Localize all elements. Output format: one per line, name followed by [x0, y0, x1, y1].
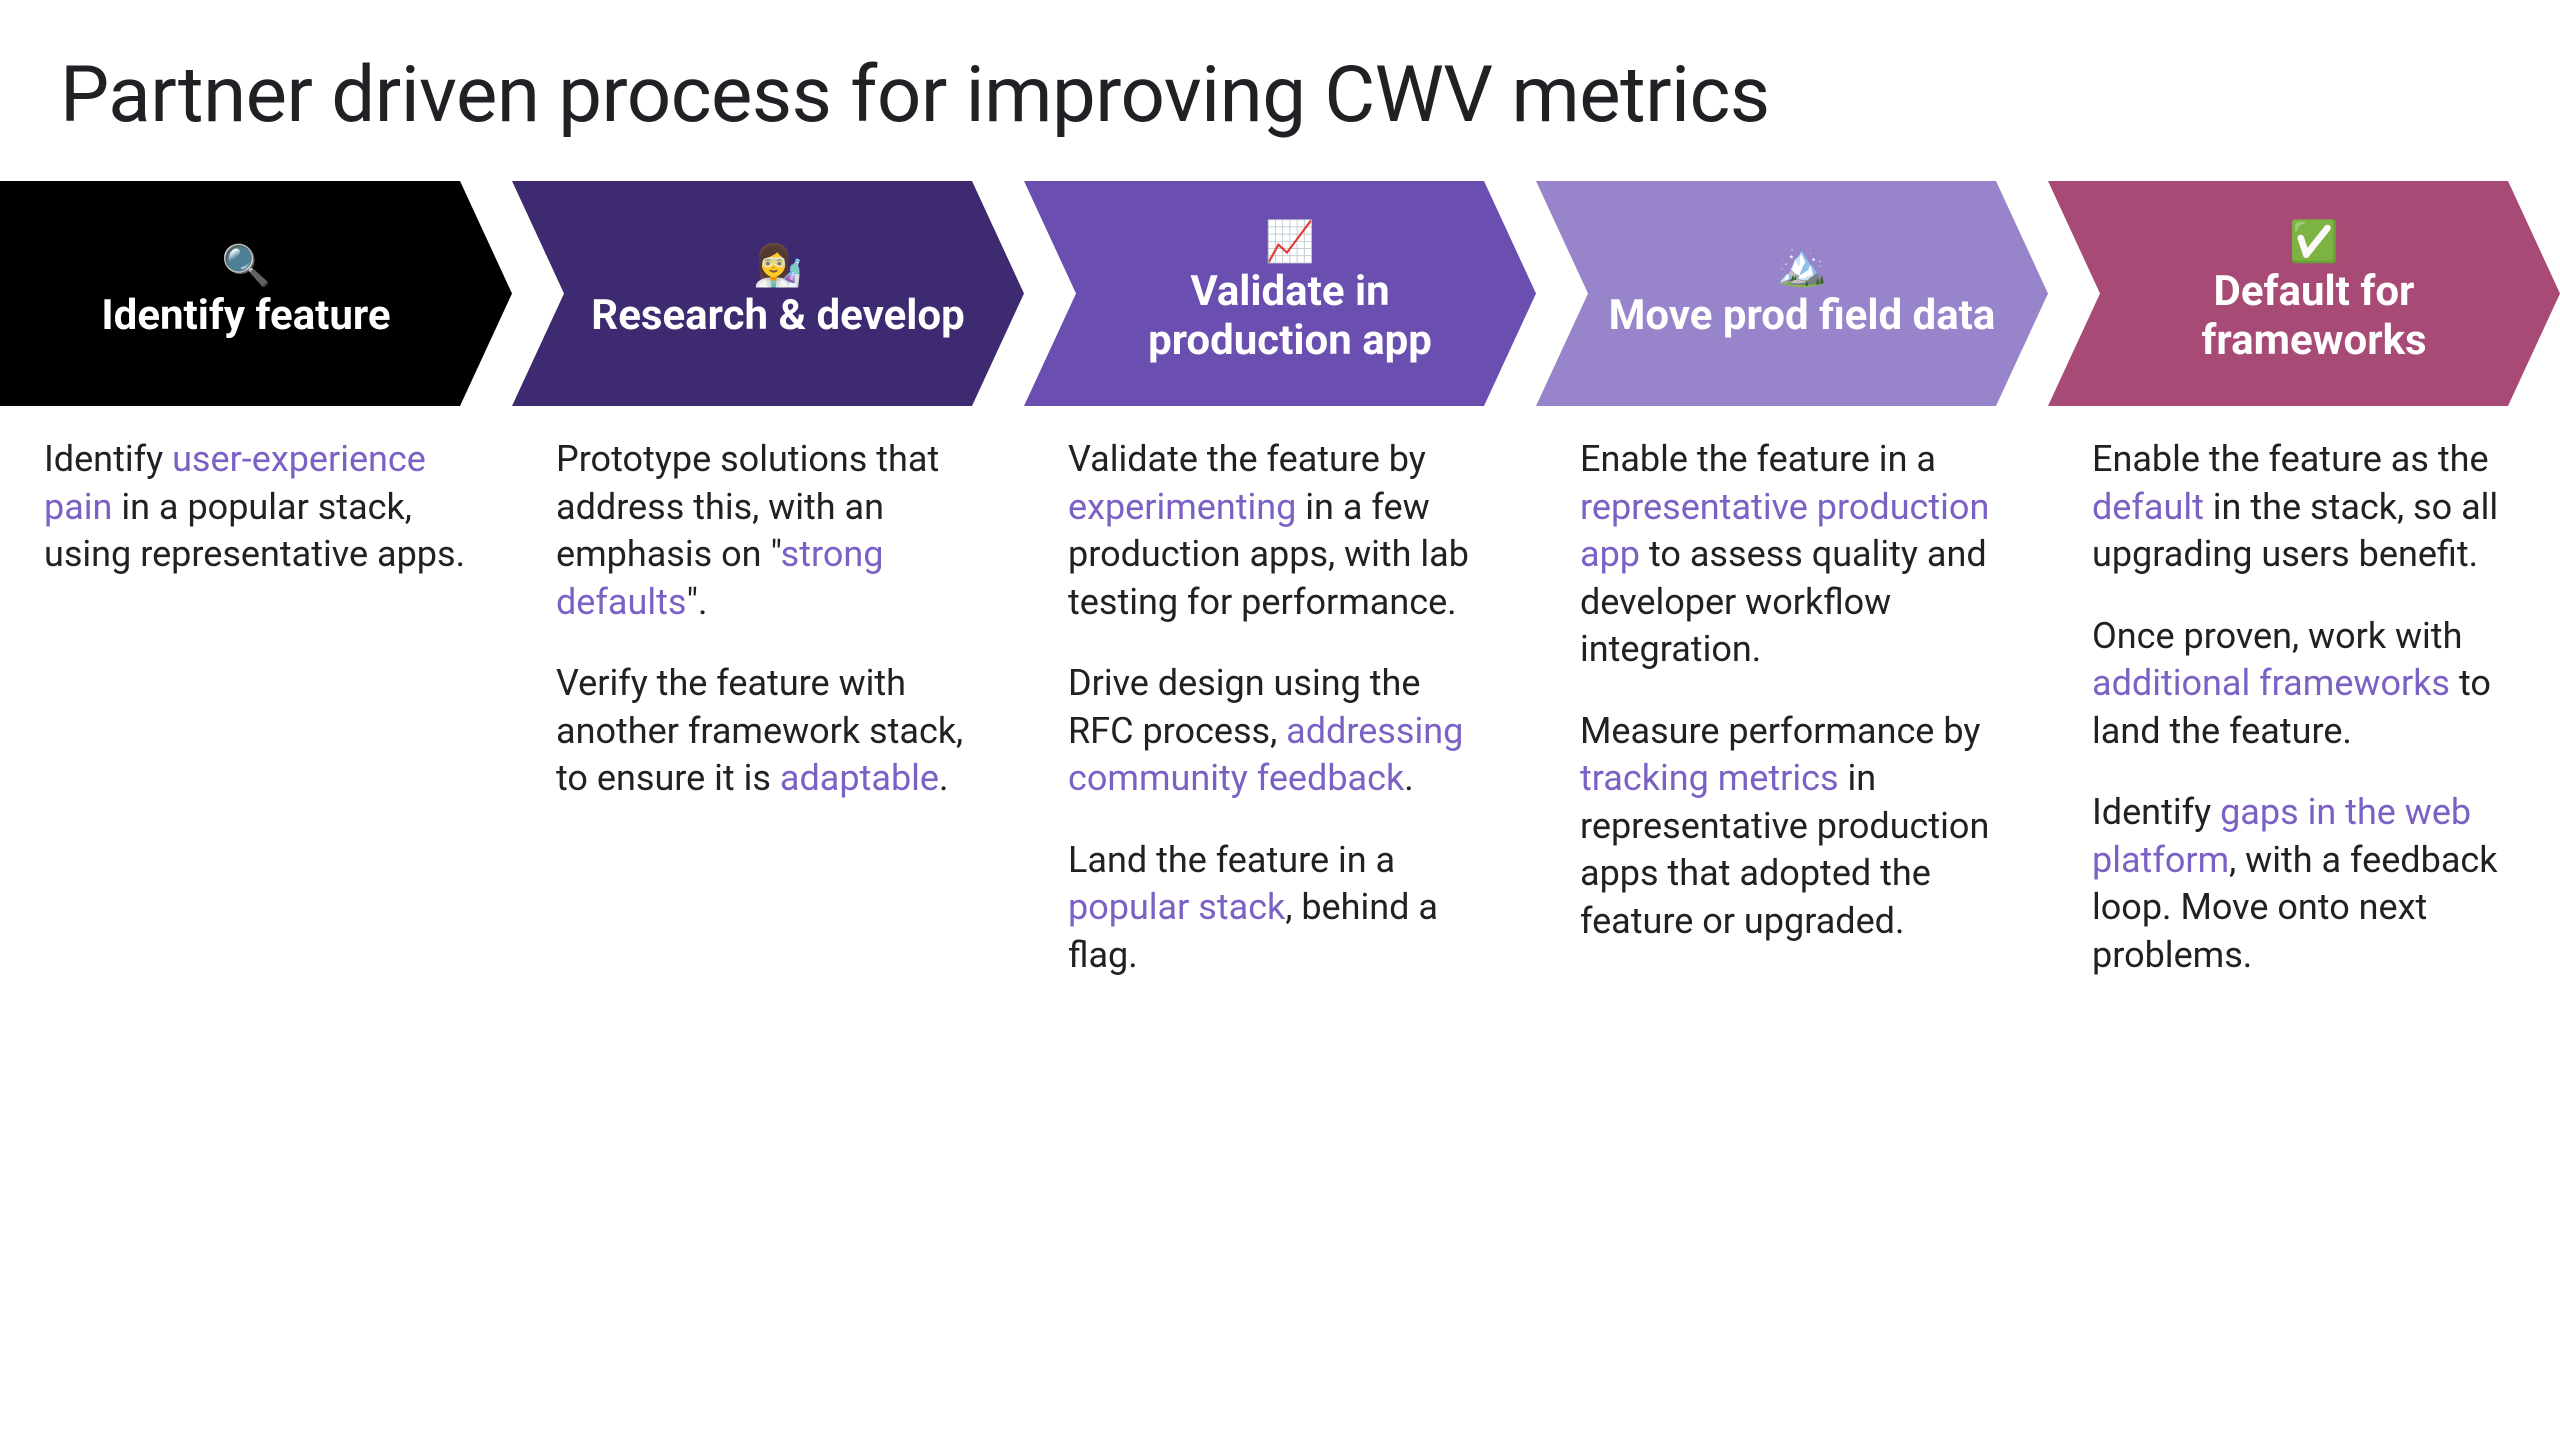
highlight-text: adaptable: [780, 757, 939, 799]
process-arrows-row: 🔍 Identify feature 👩‍🔬 Research & develop 📈 V…: [0, 181, 2560, 406]
process-body-row: Identify user-experience pain in a popul…: [0, 436, 2560, 979]
highlight-text: strong defaults: [556, 533, 883, 623]
step-label: Default for frameworks: [2118, 268, 2510, 365]
highlight-text: representative production app: [1580, 486, 1989, 576]
highlight-text: default: [2092, 486, 2204, 528]
process-step-arrow-5: ✅ Default for frameworks: [2048, 181, 2560, 406]
step-label: Identify feature: [101, 292, 390, 340]
step-paragraph: Validate the feature by experimenting in…: [1068, 436, 1492, 626]
slide-title: Partner driven process for improving CWV…: [0, 50, 2560, 181]
step-icon: 🔍: [221, 246, 271, 286]
step-icon: 👩‍🔬: [753, 246, 803, 286]
step-icon: 📈: [1265, 222, 1315, 262]
step-paragraph: Measure performance by tracking metrics …: [1580, 708, 2004, 946]
process-step-body-2: Prototype solutions that address this, w…: [512, 436, 1024, 979]
step-paragraph: Identify gaps in the web platform, with …: [2092, 789, 2516, 979]
highlight-text: gaps in the web platform: [2092, 791, 2471, 881]
highlight-text: additional frameworks: [2092, 662, 2450, 704]
step-icon: ✅: [2289, 222, 2339, 262]
highlight-text: popular stack: [1068, 886, 1285, 928]
step-paragraph: Once proven, work with additional framew…: [2092, 613, 2516, 756]
highlight-text: experimenting: [1068, 486, 1296, 528]
highlight-text: user-experience pain: [44, 438, 426, 528]
step-paragraph: Verify the feature with another framewor…: [556, 660, 980, 803]
step-paragraph: Enable the feature as the default in the…: [2092, 436, 2516, 579]
step-paragraph: Identify user-experience pain in a popul…: [44, 436, 468, 579]
highlight-text: tracking metrics: [1580, 757, 1839, 799]
highlight-text: addressing community feedback: [1068, 710, 1463, 800]
step-label: Move prod field data: [1609, 292, 1996, 340]
process-slide: Partner driven process for improving CWV…: [0, 0, 2560, 1440]
process-step-arrow-1: 🔍 Identify feature: [0, 181, 512, 406]
step-paragraph: Land the feature in a popular stack, beh…: [1068, 837, 1492, 980]
process-step-body-1: Identify user-experience pain in a popul…: [0, 436, 512, 979]
step-icon: 🏔️: [1777, 246, 1827, 286]
process-step-body-5: Enable the feature as the default in the…: [2048, 436, 2560, 979]
step-paragraph: Drive design using the RFC process, addr…: [1068, 660, 1492, 803]
process-step-arrow-3: 📈 Validate in production app: [1024, 181, 1536, 406]
process-step-body-3: Validate the feature by experimenting in…: [1024, 436, 1536, 979]
process-step-arrow-2: 👩‍🔬 Research & develop: [512, 181, 1024, 406]
step-label: Research & develop: [591, 292, 964, 340]
step-label: Validate in production app: [1094, 268, 1486, 365]
step-paragraph: Enable the feature in a representative p…: [1580, 436, 2004, 674]
process-step-arrow-4: 🏔️ Move prod field data: [1536, 181, 2048, 406]
process-step-body-4: Enable the feature in a representative p…: [1536, 436, 2048, 979]
step-paragraph: Prototype solutions that address this, w…: [556, 436, 980, 626]
